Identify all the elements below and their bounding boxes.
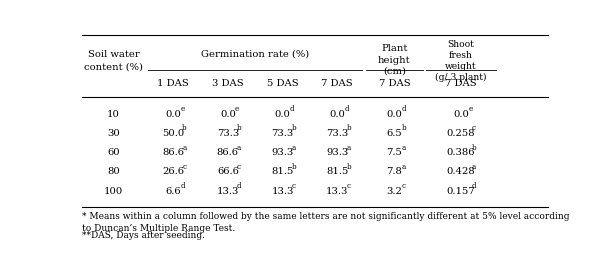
Text: 60: 60 [107,148,120,156]
Text: b: b [346,162,351,170]
Text: 7 DAS: 7 DAS [445,79,477,88]
Text: 0.0: 0.0 [386,109,402,118]
Text: 7 DAS: 7 DAS [322,79,353,88]
Text: 86.6: 86.6 [217,148,239,156]
Text: a: a [346,143,351,151]
Text: 10: 10 [107,109,120,118]
Text: 13.3: 13.3 [326,186,349,195]
Text: 93.3: 93.3 [326,148,348,156]
Text: 73.3: 73.3 [326,128,348,137]
Text: * Means within a column followed by the same letters are not significantly diffe: * Means within a column followed by the … [82,211,569,232]
Text: d: d [237,181,241,189]
Text: 3 DAS: 3 DAS [212,79,244,88]
Text: d: d [472,181,476,189]
Text: a: a [292,143,296,151]
Text: 6.6: 6.6 [165,186,181,195]
Text: 0.0: 0.0 [220,109,236,118]
Text: 81.5: 81.5 [326,167,349,176]
Text: 0.0: 0.0 [453,109,469,118]
Text: c: c [402,181,405,189]
Text: b: b [472,143,476,151]
Text: d: d [344,105,349,113]
Text: b: b [346,124,351,132]
Text: a: a [402,143,406,151]
Text: 7 DAS: 7 DAS [379,79,410,88]
Text: 7.8: 7.8 [386,167,402,176]
Text: Shoot
fresh
weight
(g/ 3 plant): Shoot fresh weight (g/ 3 plant) [435,40,487,82]
Text: 13.3: 13.3 [271,186,293,195]
Text: 1 DAS: 1 DAS [157,79,189,88]
Text: a: a [237,143,241,151]
Text: 81.5: 81.5 [271,167,293,176]
Text: 13.3: 13.3 [217,186,239,195]
Text: c: c [472,124,476,132]
Text: c: c [346,181,351,189]
Text: 80: 80 [107,167,120,176]
Text: 0.0: 0.0 [274,109,290,118]
Text: b: b [402,124,406,132]
Text: 5 DAS: 5 DAS [266,79,298,88]
Text: **DAS, Days after seeding.: **DAS, Days after seeding. [82,230,204,239]
Text: c: c [292,181,295,189]
Text: 0.258: 0.258 [447,128,475,137]
Text: 0.0: 0.0 [329,109,345,118]
Text: 26.6: 26.6 [162,167,184,176]
Text: 0.428: 0.428 [446,167,475,176]
Text: 93.3: 93.3 [271,148,293,156]
Text: b: b [237,124,241,132]
Text: 73.3: 73.3 [271,128,293,137]
Text: 7.5: 7.5 [386,148,402,156]
Text: e: e [468,105,472,113]
Text: c: c [237,162,241,170]
Text: a: a [182,143,187,151]
Text: 0.0: 0.0 [165,109,181,118]
Text: 50.0: 50.0 [162,128,184,137]
Text: d: d [181,181,185,189]
Text: 0.157: 0.157 [446,186,475,195]
Text: Soil water
content (%): Soil water content (%) [84,50,143,72]
Text: d: d [402,105,406,113]
Text: 73.3: 73.3 [217,128,239,137]
Text: e: e [235,105,239,113]
Text: a: a [472,162,476,170]
Text: 6.5: 6.5 [386,128,402,137]
Text: Germination rate (%): Germination rate (%) [201,50,309,58]
Text: a: a [402,162,406,170]
Text: e: e [181,105,184,113]
Text: c: c [182,162,186,170]
Text: 30: 30 [107,128,120,137]
Text: d: d [290,105,294,113]
Text: b: b [292,162,296,170]
Text: Plant
height
(cm): Plant height (cm) [378,44,411,76]
Text: 3.2: 3.2 [386,186,402,195]
Text: 100: 100 [104,186,123,195]
Text: 66.6: 66.6 [217,167,239,176]
Text: 0.386: 0.386 [447,148,475,156]
Text: b: b [182,124,187,132]
Text: b: b [292,124,296,132]
Text: 86.6: 86.6 [162,148,184,156]
